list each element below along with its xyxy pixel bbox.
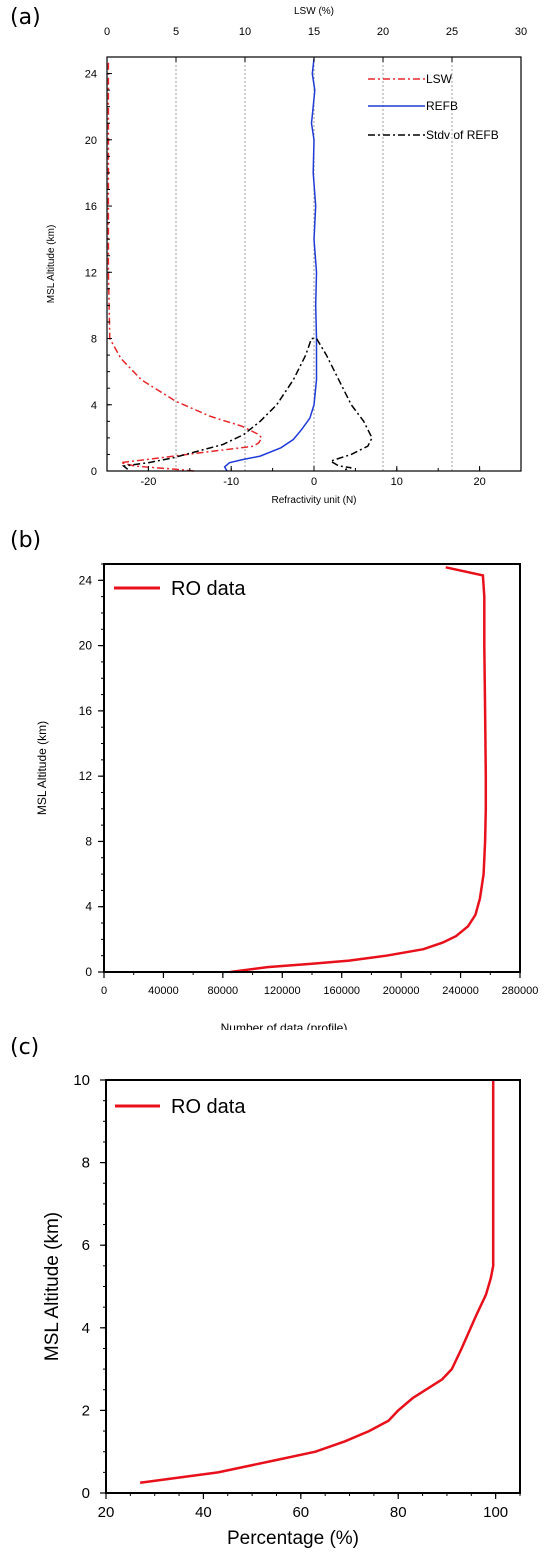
series-line-stdv-of-refb xyxy=(124,339,372,471)
x-tick-label: 40000 xyxy=(148,985,179,997)
series-line-ro-data xyxy=(230,567,485,972)
x2-tick-label: 0 xyxy=(104,26,110,38)
x-tick-label: -10 xyxy=(223,476,239,488)
x-tick-label: 80 xyxy=(390,1504,407,1521)
legend-label: REFB xyxy=(426,99,458,113)
y-axis-title: MSL Altitude (km) xyxy=(35,721,49,815)
y-tick-label: 8 xyxy=(85,834,92,848)
chart-panel-b: (b) 0 40000 80000 120000 160000 200000 240000 2… xyxy=(0,520,550,1030)
x2-tick-label: 20 xyxy=(377,26,389,38)
x-tick-label: 20 xyxy=(473,476,485,488)
y-tick-label: 6 xyxy=(82,1237,90,1254)
y-tick-label: 12 xyxy=(79,769,93,783)
x2-axis-title: LSW (%) xyxy=(294,6,334,17)
x2-tick-label: 15 xyxy=(308,26,320,38)
y-tick-label: 4 xyxy=(82,1320,90,1337)
series-line-refb xyxy=(225,59,317,471)
x-tick-label: 80000 xyxy=(208,985,239,997)
series-line-ro-data xyxy=(140,1080,493,1483)
y-tick-label: 8 xyxy=(91,334,97,346)
legend-label: LSW xyxy=(426,72,453,86)
y-tick-label: 0 xyxy=(82,1485,90,1502)
legend-label: RO data xyxy=(171,1096,246,1118)
x-axis-title: Refractivity unit (N) xyxy=(271,495,356,506)
y-tick-label: 4 xyxy=(85,900,92,914)
x-tick-label: 160000 xyxy=(323,985,360,997)
x2-tick-label: 10 xyxy=(239,26,251,38)
chart-panel-c: (c) 20 40 60 80 100 0 2 4 6 8 10 Percentage (%) MSL … xyxy=(0,1030,550,1555)
y-tick-label: 24 xyxy=(85,69,97,81)
legend-label: Stdv of REFB xyxy=(426,128,499,142)
y-tick-label: 2 xyxy=(82,1402,90,1419)
x-axis-title: Percentage (%) xyxy=(227,1528,359,1549)
y-tick-label: 4 xyxy=(91,400,97,412)
y-tick-label: 24 xyxy=(79,573,93,587)
series-line-lsw xyxy=(108,60,261,471)
x2-tick-label: 30 xyxy=(515,26,527,38)
x2-tick-label: 5 xyxy=(173,26,179,38)
x-tick-label: 0 xyxy=(101,985,107,997)
y-tick-label: 16 xyxy=(85,201,97,213)
x-axis-title: Number of data (profile) xyxy=(221,1021,348,1030)
x2-tick-label: 25 xyxy=(446,26,458,38)
panel-label-c: (c) xyxy=(10,1035,39,1060)
plot-frame xyxy=(106,1080,520,1493)
x-tick-label: 40 xyxy=(195,1504,212,1521)
y-tick-label: 0 xyxy=(91,466,97,478)
x-tick-label: -20 xyxy=(140,476,156,488)
x-tick-label: 10 xyxy=(391,476,403,488)
x-tick-label: 280000 xyxy=(502,985,539,997)
y-axis-title: MSL Altitude (km) xyxy=(46,225,57,304)
x-tick-label: 20 xyxy=(98,1504,115,1521)
panel-label-b: (b) xyxy=(10,528,41,553)
y-axis-title: MSL Altitude (km) xyxy=(42,1212,63,1361)
chart-panel-a: (a) -20 -10 0 10 20 0 5 10 15 20 25 30 0 4 8 12 16 20 24 Re… xyxy=(0,0,550,525)
y-tick-label: 20 xyxy=(79,639,93,653)
x-tick-label: 100 xyxy=(483,1504,508,1521)
x-tick-label: 240000 xyxy=(442,985,479,997)
x-tick-label: 120000 xyxy=(264,985,301,997)
x-tick-label: 60 xyxy=(292,1504,309,1521)
y-tick-label: 16 xyxy=(79,704,93,718)
y-tick-label: 10 xyxy=(73,1072,90,1089)
y-tick-label: 8 xyxy=(82,1155,90,1172)
y-tick-label: 0 xyxy=(85,965,92,979)
x-tick-label: 200000 xyxy=(383,985,420,997)
y-tick-label: 12 xyxy=(85,267,97,279)
plot-frame xyxy=(104,564,520,972)
panel-label-a: (a) xyxy=(10,5,41,30)
x-tick-label: 0 xyxy=(311,476,317,488)
plot-frame xyxy=(107,57,521,471)
y-tick-label: 20 xyxy=(85,135,97,147)
legend-label: RO data xyxy=(171,578,246,600)
